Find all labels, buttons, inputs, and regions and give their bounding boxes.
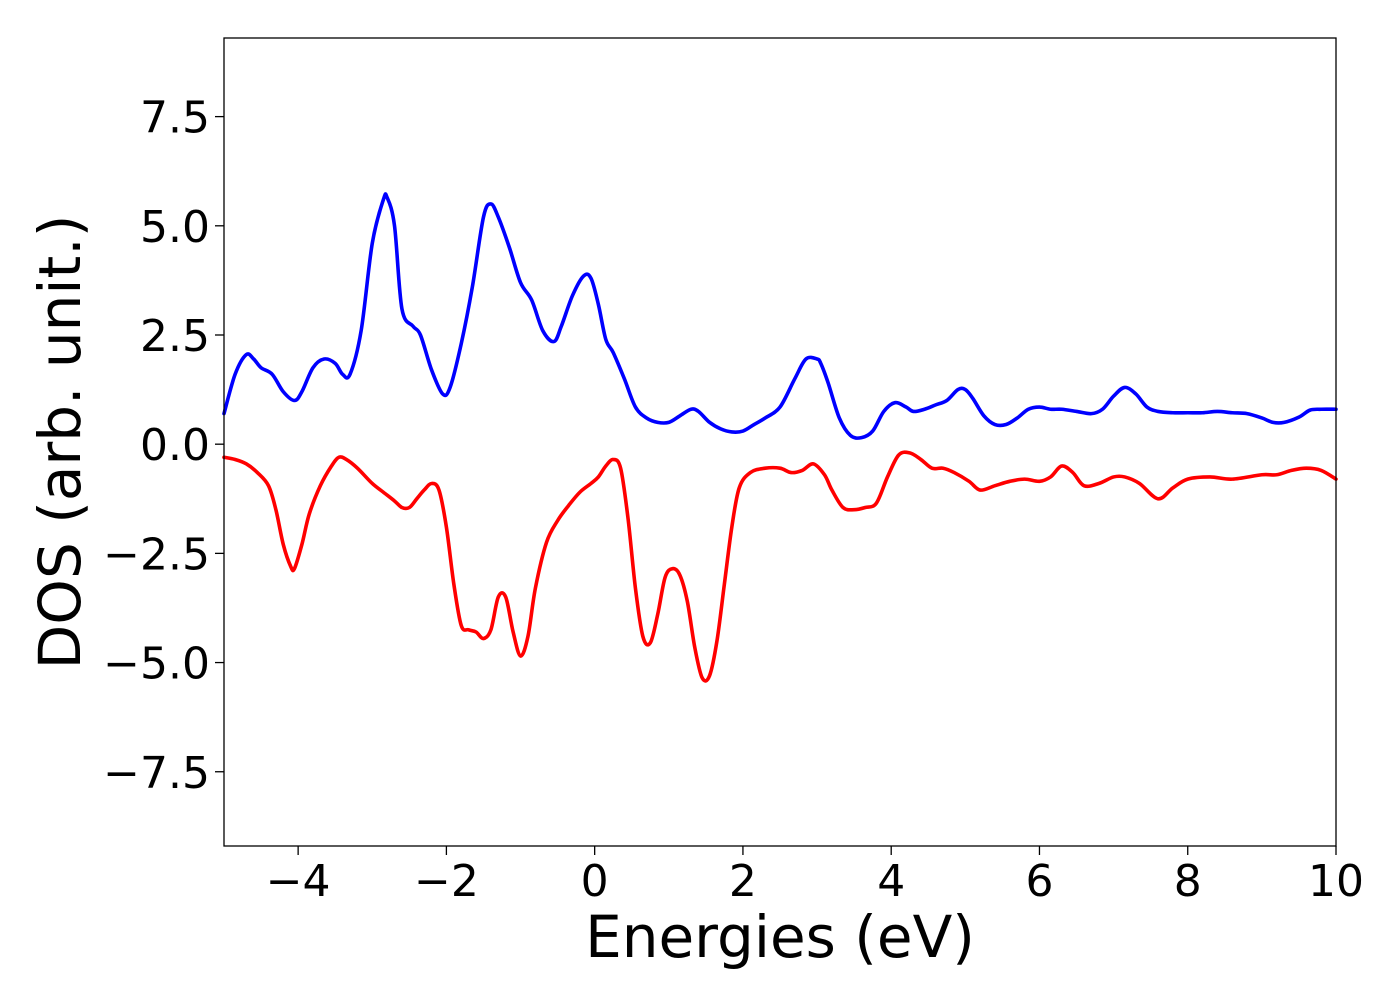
plot-frame [223,37,1337,847]
y-tick-label: −5.0 [103,639,210,690]
series-line-spin-up [222,192,1338,440]
y-axis-title: DOS (arb. unit.) [26,215,94,670]
series-line-spin-down [222,450,1338,683]
x-tick-label: 8 [1174,856,1202,907]
x-tick-label: −2 [414,856,479,907]
y-tick-label: 5.0 [140,202,210,253]
y-tick-label: 7.5 [140,93,210,144]
x-axis-title: Energies (eV) [585,903,975,971]
x-tick-label: 4 [877,856,905,907]
y-tick-label: −7.5 [103,748,210,799]
y-tick-label: −2.5 [103,529,210,580]
x-tick-label: −4 [266,856,331,907]
series-layer [222,192,1338,683]
x-tick-label: 2 [729,856,757,907]
x-tick-label: 6 [1025,856,1053,907]
x-tick-label: 0 [581,856,609,907]
ticks-layer: −4 −2 0 2 4 6 8 10 7.5 5.0 2.5 0.0 −2.5 −5.0 −7.5 [103,93,1364,907]
x-tick-label: 10 [1308,856,1364,907]
y-tick-label: 0.0 [140,420,210,471]
y-tick-label: 2.5 [140,311,210,362]
